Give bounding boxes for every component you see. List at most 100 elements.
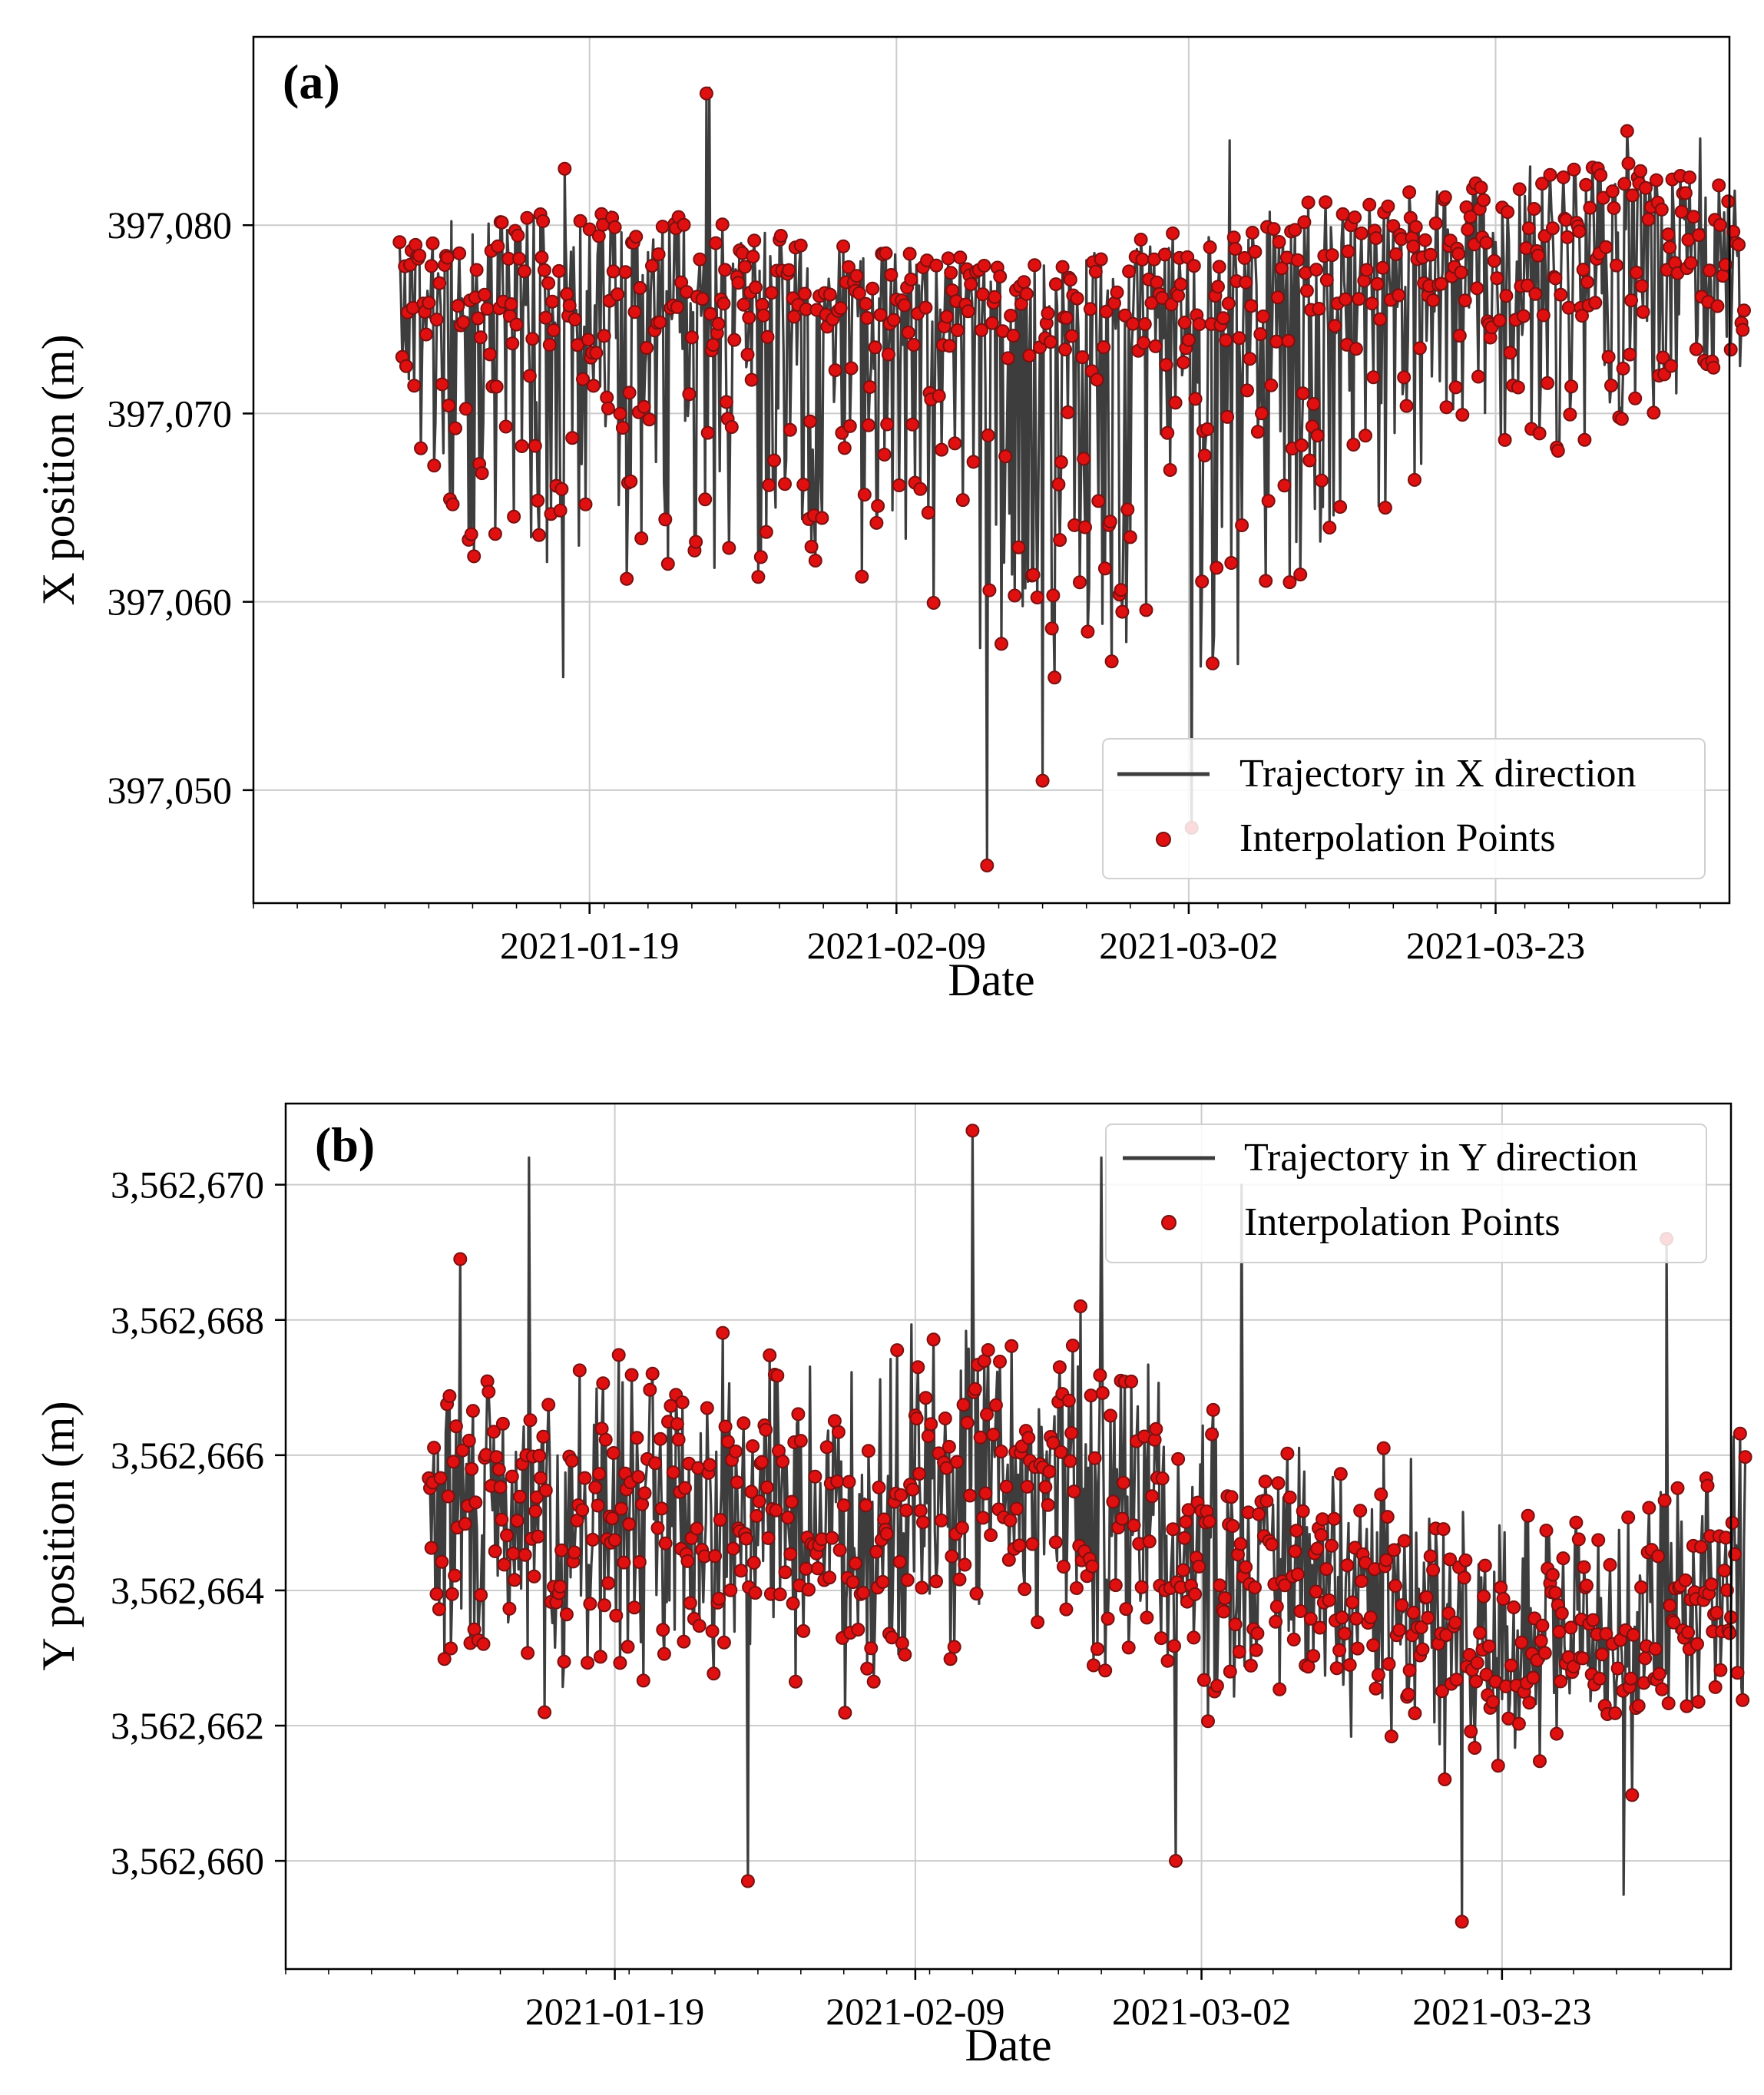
panel-a-interpolation-point bbox=[1392, 288, 1406, 303]
panel-b-legend: Trajectory in Y direction Interpolation … bbox=[1105, 1124, 1707, 1263]
panel-b-interpolation-point bbox=[1421, 1610, 1435, 1625]
panel-a-interpolation-point bbox=[852, 286, 866, 300]
panel-b-interpolation-point bbox=[773, 1587, 787, 1602]
panel-b-interpolation-point bbox=[913, 1504, 928, 1518]
panel-b-interpolation-point bbox=[1704, 1577, 1719, 1592]
panel-a-interpolation-point bbox=[1341, 244, 1355, 259]
panel-b-interpolation-point bbox=[523, 1413, 538, 1428]
panel-a-interpolation-point bbox=[1221, 296, 1236, 311]
panel-b-interpolation-point bbox=[538, 1483, 553, 1498]
panel-b-interpolation-point bbox=[894, 1488, 908, 1502]
panel-a-interpolation-point bbox=[815, 511, 829, 525]
panel-b-interpolation-point bbox=[1384, 1729, 1398, 1744]
panel-b-interpolation-point bbox=[1627, 1627, 1640, 1642]
panel-a-interpolation-point bbox=[633, 281, 647, 295]
panel-b-interpolation-point bbox=[703, 1458, 717, 1472]
panel-b-interpolation-point bbox=[739, 1531, 753, 1546]
panel-b-interpolation-point bbox=[1091, 1642, 1104, 1656]
panel-b-interpolation-point bbox=[1681, 1625, 1696, 1640]
panel-a-interpolation-point bbox=[953, 250, 968, 265]
panel-b-interpolation-point bbox=[521, 1646, 535, 1660]
panel-a-interpolation-point bbox=[1173, 277, 1188, 292]
panel-a-interpolation-point bbox=[926, 596, 941, 610]
panel-a-interpolation-point bbox=[1097, 340, 1111, 355]
panel-b-interpolation-point bbox=[538, 1705, 552, 1719]
panel-b-y-position: 2021-01-19 2021-02-09 2021-03-02 2021-03-23… bbox=[33, 1102, 1752, 2070]
panel-a-interpolation-point bbox=[545, 294, 560, 309]
panel-a-interpolation-point bbox=[624, 474, 638, 488]
panel-b-interpolation-point bbox=[1349, 1611, 1364, 1626]
panel-b-interpolation-point bbox=[692, 1619, 707, 1633]
panel-a-interpolation-point bbox=[897, 298, 912, 313]
panel-a-interpolation-point bbox=[553, 503, 568, 518]
panel-b-interpolation-point bbox=[1149, 1421, 1163, 1436]
panel-a-interpolation-point bbox=[722, 541, 736, 555]
panel-a-interpolation-point bbox=[1575, 309, 1589, 323]
panel-a-interpolation-point bbox=[1692, 228, 1706, 243]
panel-a-interpolation-point bbox=[1479, 236, 1494, 250]
panel-b-interpolation-point bbox=[601, 1576, 616, 1590]
panel-a-interpolation-point bbox=[1061, 405, 1075, 419]
panel-a-interpolation-point bbox=[1137, 336, 1151, 350]
panel-a-interpolation-point bbox=[1256, 309, 1270, 323]
panel-b-interpolation-point bbox=[1342, 1658, 1357, 1672]
panel-a-interpolation-point bbox=[706, 338, 720, 352]
panel-a-interpolation-point bbox=[520, 210, 534, 225]
panel-a-interpolation-point bbox=[568, 313, 582, 326]
panel-a-interpolation-point bbox=[1088, 264, 1103, 279]
panel-b-interpolation-point bbox=[1345, 1595, 1360, 1610]
panel-a-interpolation-point bbox=[1610, 258, 1623, 273]
panel-a-interpolation-point bbox=[1188, 392, 1203, 406]
panel-b-interpolation-point bbox=[900, 1573, 915, 1587]
panel-b-interpolation-point bbox=[1059, 1602, 1074, 1617]
panel-b-interpolation-point bbox=[429, 1587, 444, 1601]
panel-b-interpolation-point bbox=[462, 1433, 476, 1448]
panel-b-interpolation-point bbox=[1169, 1854, 1183, 1868]
panel-a-interpolation-point bbox=[445, 497, 460, 511]
panel-b-interpolation-point bbox=[495, 1416, 510, 1431]
panel-b-interpolation-point bbox=[965, 1124, 980, 1138]
panel-a-interpolation-point bbox=[505, 336, 520, 351]
panel-a-interpolation-point bbox=[1599, 240, 1613, 254]
panel-b-interpolation-point bbox=[1511, 1716, 1526, 1731]
panel-b-interpolation-point bbox=[1522, 1696, 1537, 1710]
panel-a-interpolation-point bbox=[1282, 575, 1297, 590]
panel-b-interpolation-point bbox=[465, 1404, 480, 1418]
panel-b-series bbox=[422, 1124, 1752, 1929]
panel-b-interpolation-point bbox=[1314, 1527, 1329, 1542]
panel-a-interpolation-point bbox=[1674, 204, 1689, 219]
panel-a-interpolation-point bbox=[522, 369, 537, 383]
panel-a-interpolation-point bbox=[759, 525, 773, 539]
panel-a-interpolation-point bbox=[1455, 408, 1470, 422]
panel-b-interpolation-point bbox=[1478, 1558, 1492, 1573]
panel-a-interpolation-point bbox=[1177, 316, 1192, 329]
panel-b-interpolation-point bbox=[597, 1598, 611, 1613]
panel-a-interpolation-point bbox=[509, 317, 524, 332]
panel-b-label: (b) bbox=[315, 1117, 375, 1172]
panel-b-interpolation-point bbox=[1569, 1515, 1584, 1530]
panel-b-interpolation-point bbox=[630, 1431, 644, 1445]
panel-a-interpolation-point bbox=[1137, 317, 1152, 332]
panel-a-interpolation-point bbox=[1434, 276, 1448, 291]
panel-a-interpolation-point bbox=[1381, 199, 1395, 213]
panel-b-interpolation-point bbox=[819, 1440, 834, 1455]
panel-a-interpolation-point bbox=[1255, 406, 1269, 421]
panel-a-interpolation-point bbox=[1563, 407, 1577, 422]
panel-a-interpolation-point bbox=[1239, 275, 1253, 290]
panel-a-interpolation-point bbox=[1073, 575, 1087, 590]
panel-a-interpolation-point bbox=[1011, 540, 1026, 554]
panel-b-interpolation-point bbox=[1491, 1759, 1505, 1773]
panel-a-interpolation-point bbox=[985, 316, 999, 330]
panel-a-interpolation-point bbox=[1275, 261, 1289, 276]
panel-a-interpolation-point bbox=[571, 338, 585, 352]
panel-b-interpolation-point bbox=[591, 1498, 605, 1513]
panel-b-interpolation-point bbox=[921, 1429, 935, 1444]
panel-b-interpolation-point bbox=[825, 1531, 839, 1545]
panel-b-interpolation-point bbox=[592, 1467, 607, 1481]
panel-a-interpolation-point bbox=[1126, 316, 1140, 331]
panel-b-interpolation-point bbox=[1020, 1479, 1034, 1494]
panel-a-interpolation-point bbox=[935, 442, 949, 457]
panel-b-interpolation-point bbox=[1250, 1627, 1265, 1640]
panel-b-interpolation-point bbox=[869, 1544, 884, 1559]
panel-b-interpolation-point bbox=[929, 1574, 943, 1589]
